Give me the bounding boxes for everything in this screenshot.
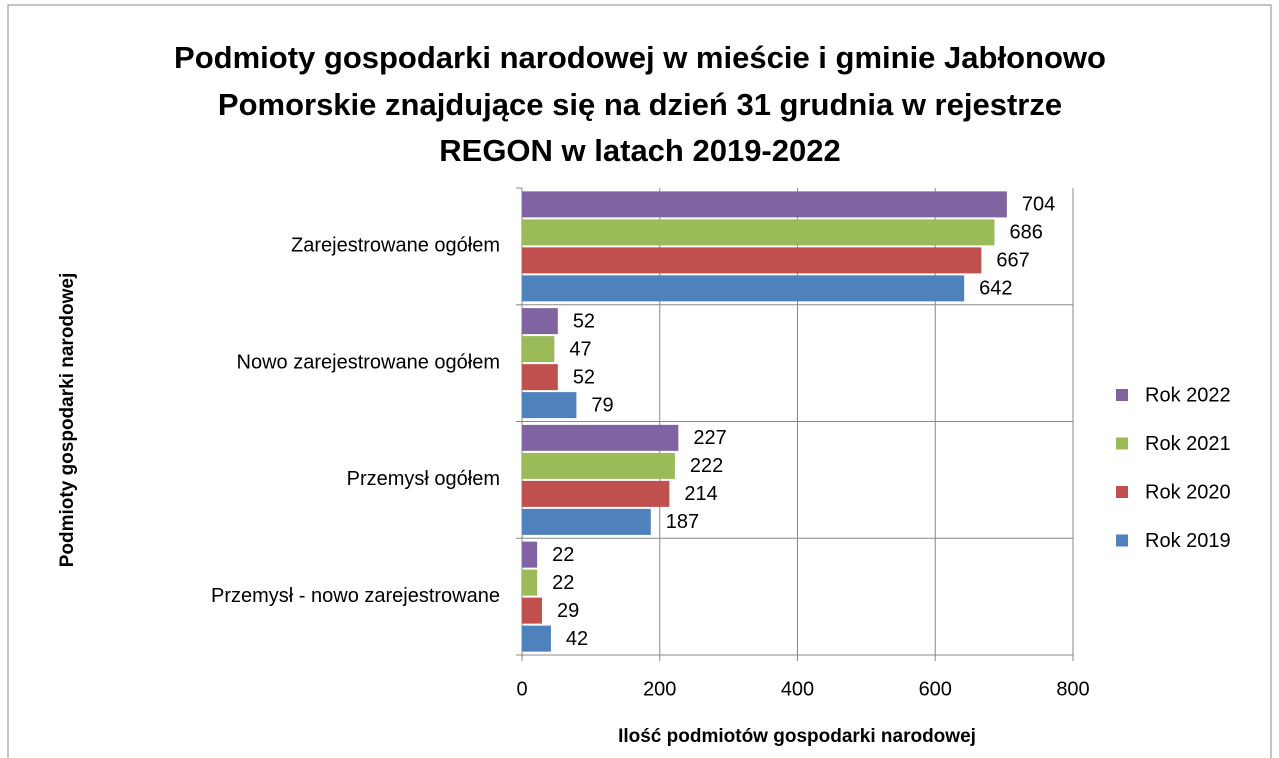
bar [522, 597, 542, 624]
legend-label: Rok 2021 [1145, 433, 1231, 455]
value-label: 22 [552, 544, 574, 566]
bar [522, 508, 651, 535]
y-axis-title: Podmioty gospodarki narodowej [57, 273, 78, 568]
value-label: 29 [557, 600, 579, 622]
value-label: 686 [1009, 222, 1042, 244]
bar [522, 541, 538, 568]
bar [522, 452, 675, 479]
bar [522, 625, 551, 652]
y-tick-label: Przemysł - nowo zarejestrowane [211, 585, 500, 607]
bar [522, 275, 965, 302]
bar [522, 392, 577, 419]
x-axis-title: Ilość podmiotów gospodarki narodowej [618, 726, 976, 747]
x-tick-label: 400 [781, 678, 814, 700]
chart-title: REGON w latach 2019-2022 [439, 133, 840, 168]
value-label: 52 [573, 310, 595, 332]
x-tick-label: 800 [1056, 678, 1089, 700]
y-tick-label: Zarejestrowane ogółem [291, 235, 500, 257]
legend-swatch [1116, 389, 1128, 401]
bar [522, 247, 982, 274]
x-tick-label: 200 [643, 678, 676, 700]
legend-label: Rok 2022 [1145, 384, 1231, 406]
bar [522, 219, 995, 246]
value-label: 704 [1022, 194, 1055, 216]
bar [522, 191, 1007, 218]
legend-label: Rok 2019 [1145, 530, 1231, 552]
chart-frame [7, 4, 1272, 758]
legend-swatch [1116, 437, 1128, 450]
x-tick-label: 600 [919, 678, 952, 700]
bar [522, 336, 555, 363]
value-label: 22 [552, 572, 574, 594]
legend-swatch [1116, 486, 1128, 498]
value-label: 79 [591, 394, 613, 416]
value-label: 42 [566, 628, 588, 650]
value-label: 187 [666, 511, 699, 533]
value-label: 667 [996, 250, 1029, 272]
bar [522, 569, 538, 596]
y-tick-label: Nowo zarejestrowane ogółem [237, 351, 500, 373]
bar [522, 308, 558, 335]
chart-title: Podmioty gospodarki narodowej w mieście … [174, 40, 1106, 75]
legend-label: Rok 2020 [1145, 481, 1231, 503]
bar [522, 480, 670, 507]
bar [522, 364, 558, 391]
value-label: 222 [690, 455, 723, 477]
value-label: 227 [693, 427, 726, 449]
legend-swatch [1116, 534, 1128, 547]
chart-title: Pomorskie znajdujące się na dzień 31 gru… [218, 87, 1062, 122]
value-label: 52 [573, 366, 595, 388]
bar [522, 424, 679, 451]
x-tick-label: 0 [516, 678, 527, 700]
value-label: 47 [569, 338, 591, 360]
value-label: 214 [684, 483, 717, 505]
y-tick-label: Przemysł ogółem [347, 468, 500, 490]
value-label: 642 [979, 278, 1012, 300]
